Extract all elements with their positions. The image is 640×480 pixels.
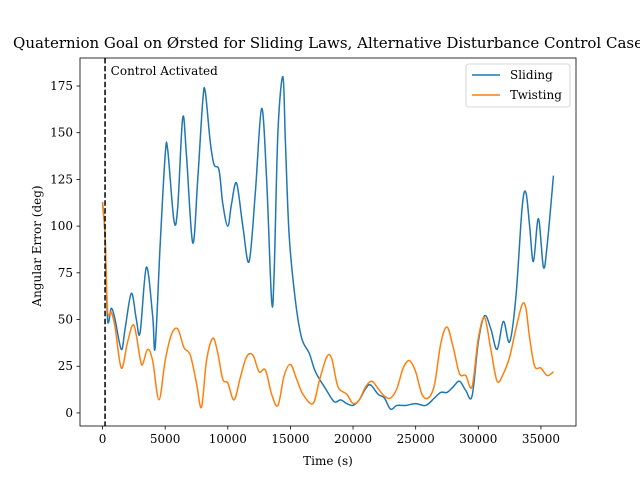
series-line-sliding: [101, 75, 555, 411]
legend: Sliding Twisting: [465, 63, 571, 108]
y-axis: 0 25 50 75 100 125 150 175: [50, 79, 80, 420]
x-axis: 0 5000 10000 15000 20000 25000 30000 35000: [99, 426, 560, 446]
x-tick-label: 20000: [334, 432, 372, 446]
x-tick-label: 35000: [522, 432, 560, 446]
series-line-twisting: [101, 201, 554, 409]
legend-label-twisting: Twisting: [510, 88, 562, 102]
y-tick-label: 50: [58, 313, 73, 327]
y-tick-label: 25: [58, 359, 73, 373]
x-tick-label: 30000: [459, 432, 497, 446]
x-tick-label: 25000: [397, 432, 435, 446]
chart-title: Quaternion Goal on Ørsted for Sliding La…: [13, 34, 640, 52]
y-tick-label: 125: [50, 172, 73, 186]
y-tick-label: 100: [50, 219, 73, 233]
legend-label-sliding: Sliding: [510, 68, 553, 82]
x-tick-label: 10000: [209, 432, 247, 446]
y-tick-label: 175: [50, 79, 73, 93]
annotation-control-activated: Control Activated: [111, 64, 218, 78]
x-tick-label: 5000: [150, 432, 181, 446]
x-axis-label: Time (s): [303, 454, 353, 468]
y-tick-label: 0: [65, 406, 73, 420]
x-tick-label: 0: [99, 432, 107, 446]
plot-area: Control Activated: [79, 57, 577, 427]
plot-frame: [79, 57, 577, 427]
y-axis-label: Angular Error (deg): [30, 185, 44, 307]
y-tick-label: 150: [50, 126, 73, 140]
x-tick-label: 15000: [271, 432, 309, 446]
y-tick-label: 75: [58, 266, 73, 280]
